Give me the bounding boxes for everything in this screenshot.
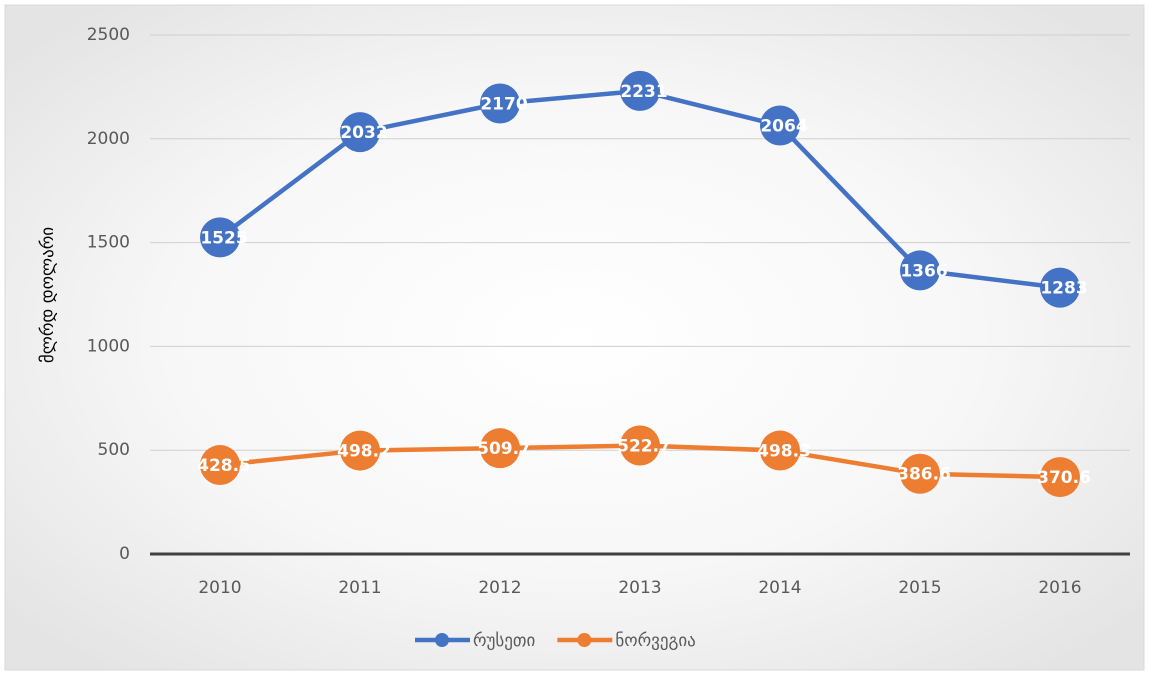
data-point	[760, 430, 800, 471]
data-label: 2170	[480, 95, 527, 115]
data-label: 428.5	[197, 456, 251, 476]
data-point	[620, 425, 660, 466]
data-point	[480, 428, 520, 469]
data-point	[200, 445, 240, 486]
y-axis-title: მლრდ დოლარი	[38, 227, 58, 363]
y-tick-label: 2500	[87, 25, 130, 45]
data-label: 522.7	[617, 436, 671, 456]
y-tick-label: 1000	[87, 336, 130, 356]
data-label: 1283	[1040, 279, 1087, 299]
legend-marker	[435, 633, 449, 647]
chart-background	[4, 4, 1145, 671]
y-tick-label: 0	[119, 544, 130, 564]
data-label: 509.7	[477, 439, 531, 459]
data-label: 1366	[900, 261, 947, 281]
x-tick-label: 2015	[898, 578, 941, 598]
data-point	[340, 112, 380, 153]
x-tick-label: 2014	[758, 578, 801, 598]
x-tick-label: 2011	[338, 578, 381, 598]
data-point	[620, 70, 660, 111]
data-point	[1040, 267, 1080, 308]
data-point	[900, 453, 940, 494]
legend-marker	[577, 633, 592, 647]
x-tick-label: 2016	[1038, 578, 1081, 598]
data-point	[900, 250, 940, 291]
legend-label: ნორვეგია	[615, 631, 695, 651]
y-tick-label: 500	[98, 440, 130, 460]
y-tick-label: 1500	[87, 233, 130, 253]
data-point	[1040, 457, 1080, 498]
data-point	[760, 105, 800, 146]
y-tick-label: 2000	[87, 129, 130, 149]
data-label: 498.3	[757, 442, 811, 462]
data-label: 2032	[340, 123, 387, 143]
data-label: 498.2	[337, 442, 391, 462]
x-tick-label: 2010	[198, 578, 241, 598]
x-tick-label: 2013	[618, 578, 661, 598]
data-label: 2064	[760, 117, 807, 137]
data-point	[480, 83, 520, 124]
data-point	[340, 430, 380, 471]
data-label: 386.6	[897, 465, 951, 485]
data-label: 2231	[620, 82, 667, 102]
data-point	[200, 217, 240, 258]
data-label: 1525	[200, 228, 247, 248]
x-tick-label: 2012	[478, 578, 521, 598]
data-label: 370.6	[1037, 468, 1091, 488]
legend-label: რუსეთი	[473, 631, 535, 651]
